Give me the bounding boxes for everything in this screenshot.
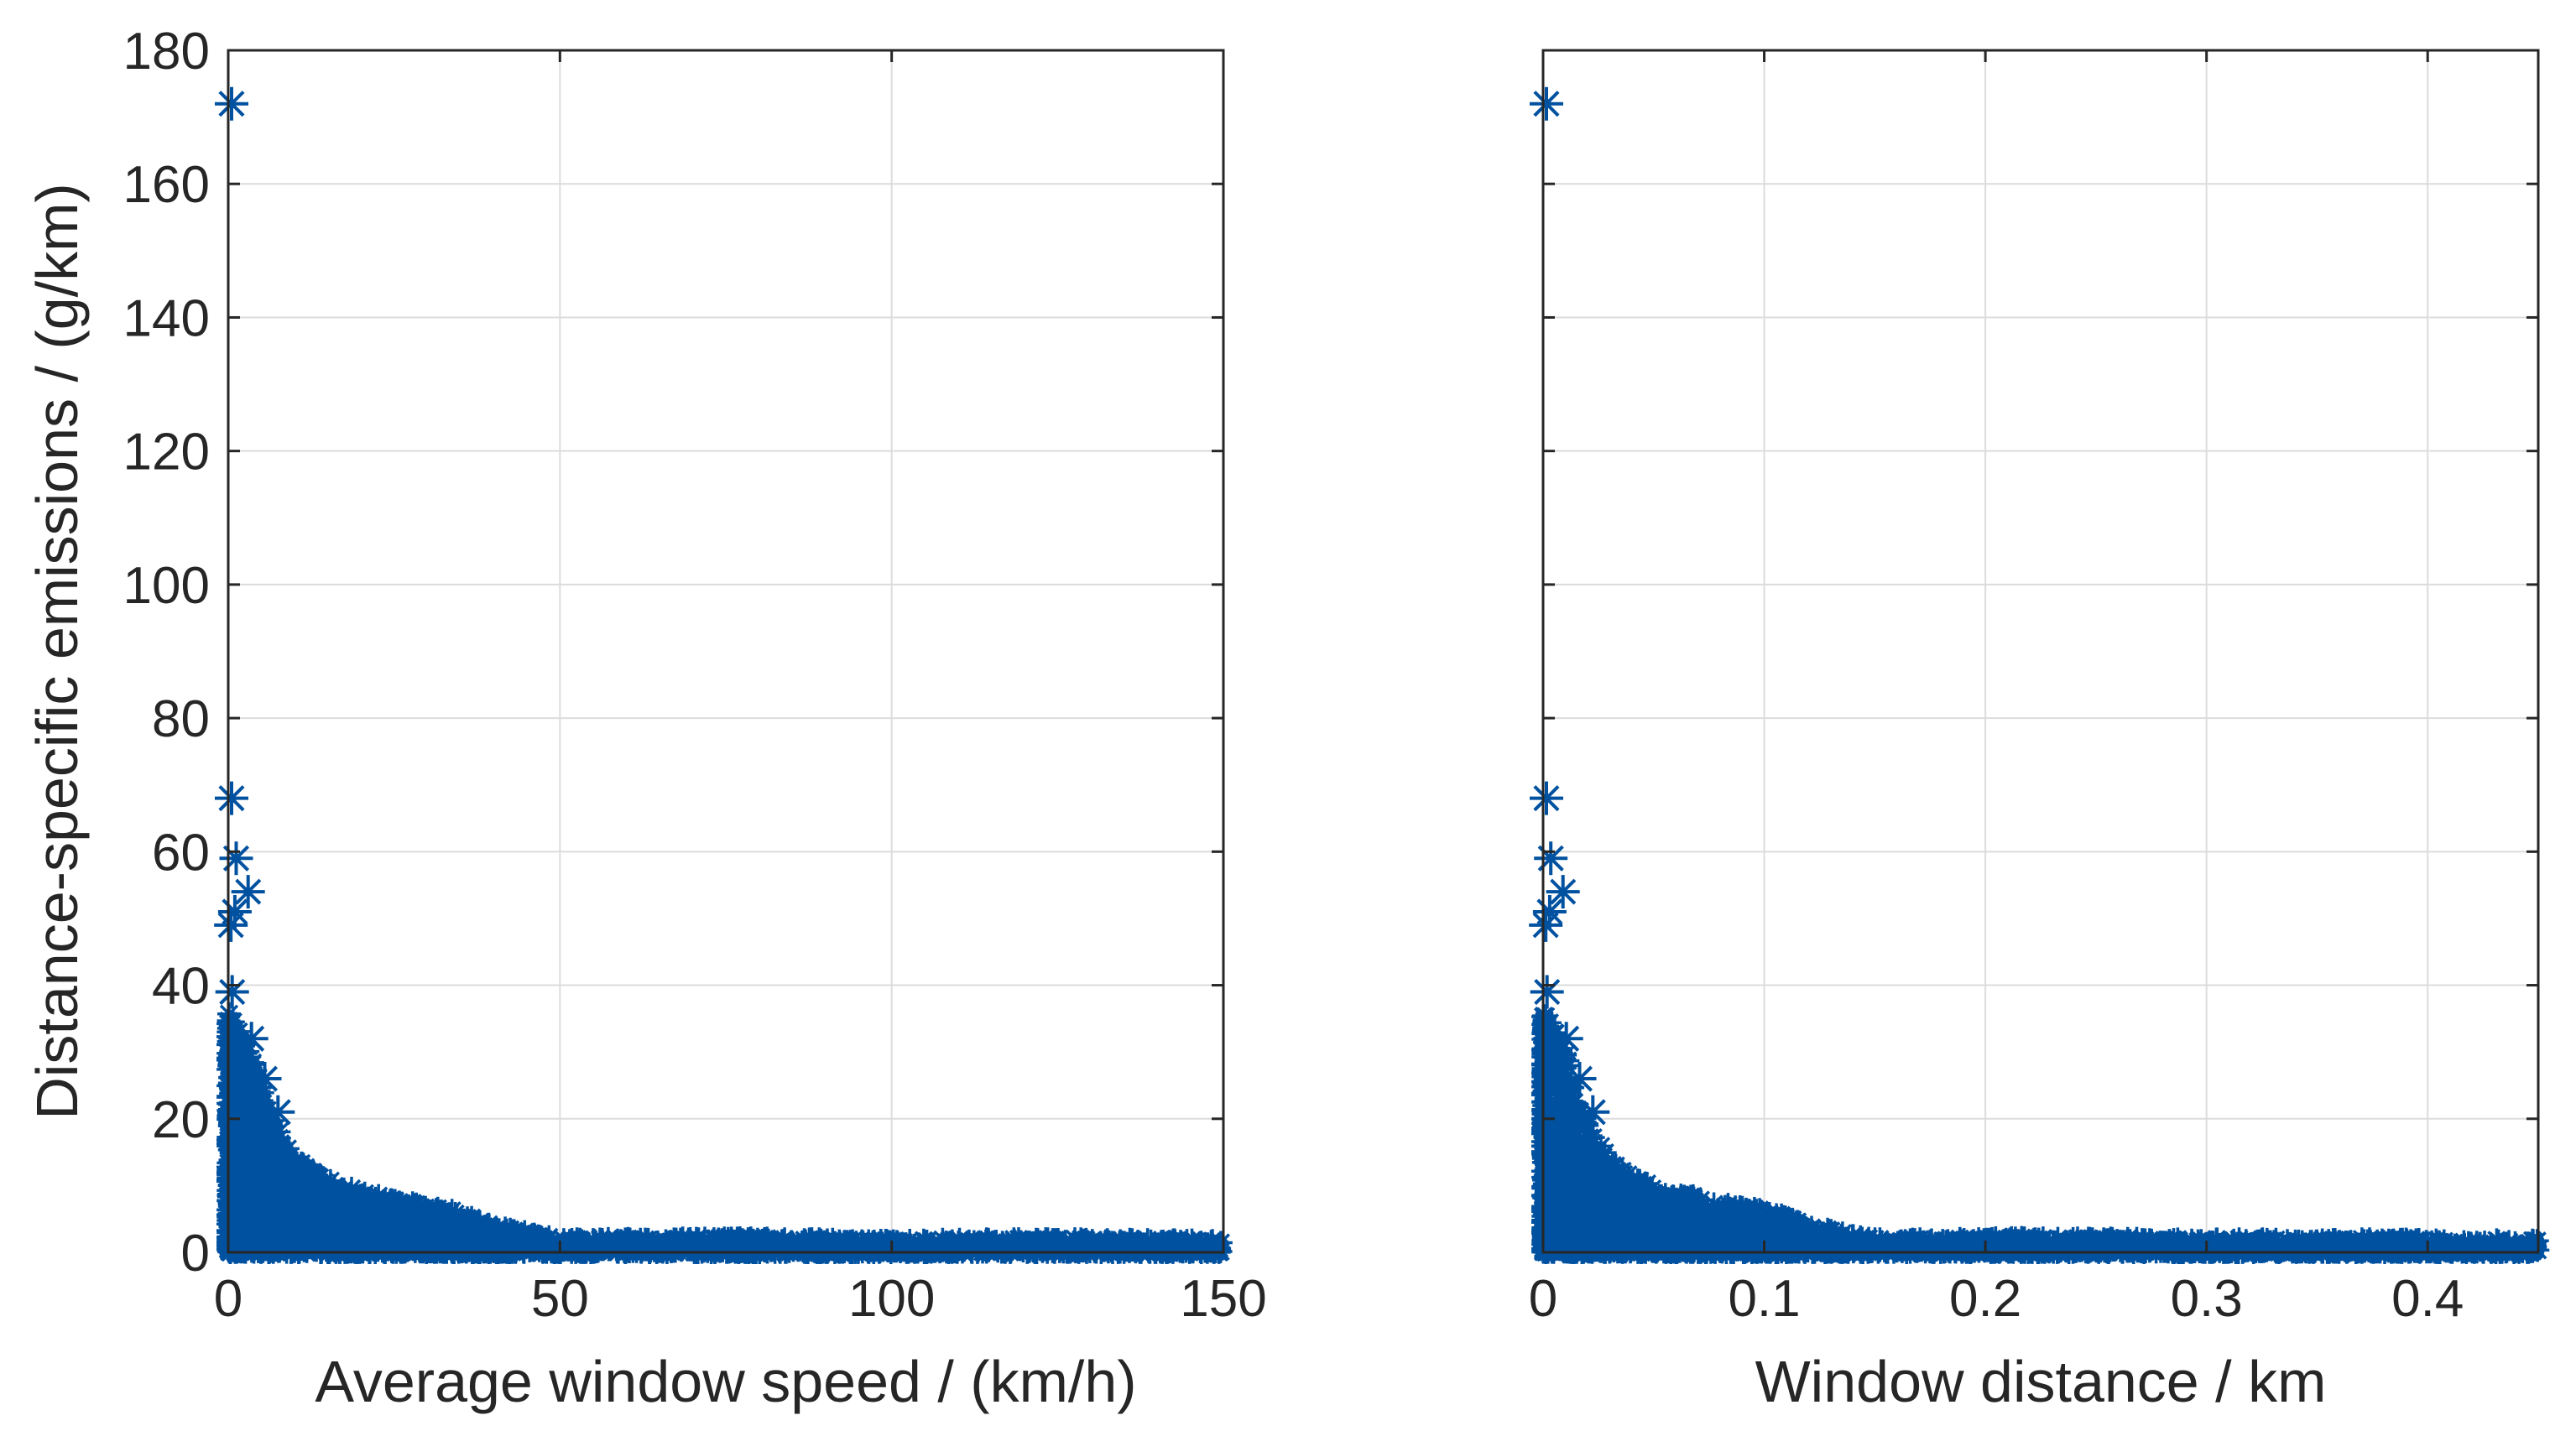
y-axis-label: Distance-specific emissions / (g/km) [24,183,90,1119]
scatter-point-outlier [1530,781,1563,815]
scatter-point-outlier [1549,1022,1583,1056]
y-tick-label: 60 [152,824,210,882]
scatter-point-outlier [215,86,248,121]
y-tick-label: 100 [123,557,210,615]
scatter-point-outlier [1576,1095,1610,1129]
y-tick-label: 140 [123,289,210,347]
x-tick-label: 150 [1180,1270,1266,1328]
scatter-points [216,1002,1233,1264]
x-tick-label: 0.3 [2171,1270,2243,1328]
scatter-point-outlier [1546,875,1580,909]
x-axis-label: Window distance / km [1755,1349,2327,1414]
x-tick-label: 50 [531,1270,589,1328]
x-tick-label: 0.2 [1949,1270,2021,1328]
scatter-cluster [216,1002,1233,1264]
x-tick-label: 0.4 [2391,1270,2464,1328]
scatter-point-outlier [217,895,252,929]
y-tick-label: 80 [152,690,210,748]
left-chart-panel: 0 50 100 150 0 20 40 60 80 100 120 140 160 180 Average… [24,23,1267,1414]
scatter-point-outlier [1530,975,1564,1009]
x-tick-label: 0.1 [1728,1270,1800,1328]
right-chart-panel: 0 0.1 0.2 0.3 0.4 Window distance / km [1529,49,2550,1414]
scatter-point-outlier [215,781,248,815]
x-axis-label: Average window speed / (km/h) [315,1349,1136,1414]
scatter-cluster [1531,1004,2550,1264]
y-tick-label: 0 [181,1225,210,1283]
x-tick-label: 0 [1529,1270,1557,1328]
scatter-point-outlier [219,841,253,876]
scatter-point-outlier [1562,1062,1597,1095]
axes-box [227,49,1225,1254]
y-tick-label: 40 [152,958,210,1016]
scatter-point-outlier [1529,908,1563,942]
scatter-point-outlier [1532,895,1567,929]
x-tick-label: 100 [848,1270,935,1328]
scatter-point-outlier [261,1095,295,1129]
scatter-point-outlier [234,1022,269,1056]
scatter-point-outlier [214,908,248,942]
y-tick-label: 20 [152,1091,210,1149]
scatter-point-outlier [1530,86,1563,121]
scatter-point-outlier [231,875,265,909]
scatter-point-outlier [248,1062,282,1095]
axes-box [1541,49,2540,1254]
scatter-point-outlier [1534,841,1568,876]
x-tick-label: 0 [214,1270,242,1328]
y-tick-label: 160 [123,156,210,214]
y-tick-label: 180 [123,23,210,81]
scatter-point-outlier [215,975,249,1009]
y-tick-label: 120 [123,424,210,481]
scatter-points [1531,1004,2550,1264]
